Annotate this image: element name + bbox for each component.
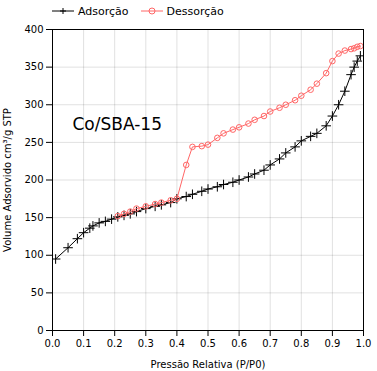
svg-text:300: 300: [24, 99, 43, 110]
svg-text:0.2: 0.2: [107, 338, 123, 349]
svg-text:100: 100: [24, 249, 43, 260]
svg-text:1.0: 1.0: [356, 338, 372, 349]
svg-text:250: 250: [24, 137, 43, 148]
svg-text:200: 200: [24, 174, 43, 185]
svg-text:0.7: 0.7: [262, 338, 278, 349]
svg-text:0.8: 0.8: [293, 338, 309, 349]
html-text:Dessorção: Dessorção: [166, 4, 224, 18]
svg-text:Volume Adsorvido cm³/g STP: Volume Adsorvido cm³/g STP: [2, 108, 13, 252]
svg-text:150: 150: [24, 212, 43, 223]
svg-text:0.5: 0.5: [200, 338, 216, 349]
svg-text:0.3: 0.3: [138, 338, 154, 349]
svg-text:Co/SBA-15: Co/SBA-15: [73, 114, 162, 134]
svg-text:0.1: 0.1: [76, 338, 92, 349]
svg-text:0: 0: [37, 325, 43, 336]
svg-text:400: 400: [24, 24, 43, 35]
svg-text:Pressão Relativa (P/P0): Pressão Relativa (P/P0): [151, 359, 266, 370]
svg-text:50: 50: [31, 287, 44, 298]
svg-text:0.0: 0.0: [45, 338, 61, 349]
svg-text:0.9: 0.9: [324, 338, 340, 349]
svg-text:0.6: 0.6: [231, 338, 247, 349]
html-text:Adsorção: Adsorção: [78, 4, 129, 18]
svg-text:350: 350: [24, 61, 43, 72]
svg-text:0.4: 0.4: [169, 338, 185, 349]
